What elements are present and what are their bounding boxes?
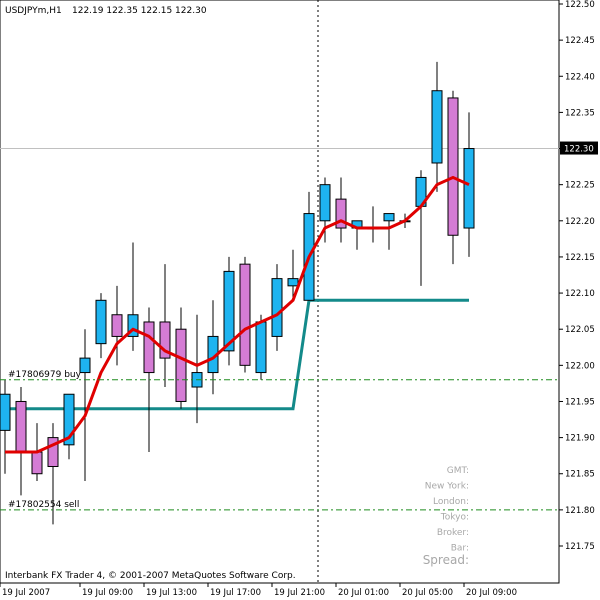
level-layer (0, 298, 469, 411)
price-tick-label: 122.15 (565, 253, 595, 263)
price-tick-label: 121.95 (565, 397, 595, 407)
ohlc-header: 122.19 122.35 122.15 122.30 (72, 6, 207, 16)
price-tick-label: 121.85 (565, 470, 595, 480)
candle (0, 379, 11, 474)
candle-body (15, 400, 27, 453)
info-panel-label: Broker: (437, 528, 469, 538)
footer-copyright: Interbank FX Trader 4, © 2001-2007 MetaQ… (5, 571, 296, 581)
candle-body (223, 270, 235, 352)
candle (95, 293, 107, 359)
candle-body (111, 314, 123, 337)
candle (63, 393, 75, 460)
time-tick-label: 20 Jul 09:00 (466, 588, 517, 598)
level-line (0, 298, 469, 411)
price-tick-label: 121.90 (565, 434, 595, 444)
time-tick-label: 19 Jul 17:00 (210, 588, 261, 598)
candle-body (463, 148, 475, 229)
order-layer: #17806979 buy #17802554 sell (0, 370, 559, 511)
current-price-badge (560, 141, 598, 155)
time-tick-label: 19 Jul 2007 (2, 588, 50, 598)
time-tick-label: 19 Jul 21:00 (274, 588, 325, 598)
candle-layer (0, 61, 475, 525)
candle (47, 423, 59, 525)
price-tick-label: 121.75 (565, 542, 595, 552)
candle (127, 242, 139, 351)
candle-body (127, 314, 139, 337)
candle-body (79, 357, 91, 374)
spread-label: Spread: (423, 553, 469, 567)
candle-body (271, 278, 283, 337)
price-tick-label: 122.25 (565, 181, 595, 191)
price-tick-label: 122.00 (565, 361, 595, 371)
price-tick-label: 122.45 (565, 36, 595, 46)
price-tick-label: 121.80 (565, 506, 595, 516)
info-panel-label: New York: (425, 482, 469, 492)
candle-body (287, 278, 299, 287)
price-tick-label: 122.20 (565, 217, 595, 227)
time-tick-label: 19 Jul 13:00 (146, 588, 197, 598)
candle-body (335, 198, 347, 229)
candle-body (47, 437, 59, 468)
time-axis: 19 Jul 2007 19 Jul 09:00 19 Jul 13:00 19 Ju… (0, 583, 517, 598)
candle (79, 329, 91, 481)
order-label: #17802554 sell (8, 500, 79, 510)
candle (223, 256, 235, 366)
price-tick-label: 122.10 (565, 289, 595, 299)
candle-body (95, 299, 107, 345)
candle-body (431, 90, 443, 164)
candle-body (143, 321, 155, 374)
candle-body (31, 451, 43, 475)
time-tick-label: 20 Jul 05:00 (402, 588, 453, 598)
candle-body (159, 321, 171, 359)
info-panel-label: Bar: (451, 544, 469, 554)
candle-body (239, 263, 251, 366)
order-label: #17806979 buy (8, 370, 82, 380)
candle (319, 177, 331, 243)
candle-body (0, 393, 11, 431)
moving-average-line (5, 175, 470, 454)
info-panel-label: London: (433, 497, 469, 507)
candle-body (319, 184, 331, 222)
price-tick-label: 122.05 (565, 325, 595, 335)
candle-body (383, 213, 395, 222)
candle-body (447, 97, 459, 236)
candle (239, 256, 251, 373)
candle (431, 61, 443, 192)
ma-layer (5, 175, 470, 454)
candle (287, 249, 299, 301)
candle (271, 264, 283, 351)
price-axis: 121.75 121.80 121.85 121.90 121.95 122.00 122.… (559, 0, 595, 552)
candle (111, 285, 123, 366)
time-tick-label: 20 Jul 01:00 (338, 588, 389, 598)
price-tick-label: 122.50 (565, 0, 595, 10)
info-panel-label: Tokyo: (440, 513, 469, 523)
time-tick-label: 19 Jul 09:00 (82, 588, 133, 598)
candle (159, 264, 171, 388)
candle (335, 177, 347, 243)
info-panel-label: GMT: (447, 466, 469, 476)
candle-body (63, 393, 75, 446)
current-price-label: 122.30 (564, 145, 594, 155)
price-tick-label: 122.40 (565, 72, 595, 82)
chart-title: USDJPYm,H1 (5, 6, 62, 16)
candle-body (255, 321, 267, 374)
candle (383, 213, 395, 250)
info-panel: GMT: New York: London: Tokyo: Broker: Bar:Spr… (423, 466, 469, 567)
candle-body (175, 328, 187, 402)
price-tick-label: 122.35 (565, 108, 595, 118)
